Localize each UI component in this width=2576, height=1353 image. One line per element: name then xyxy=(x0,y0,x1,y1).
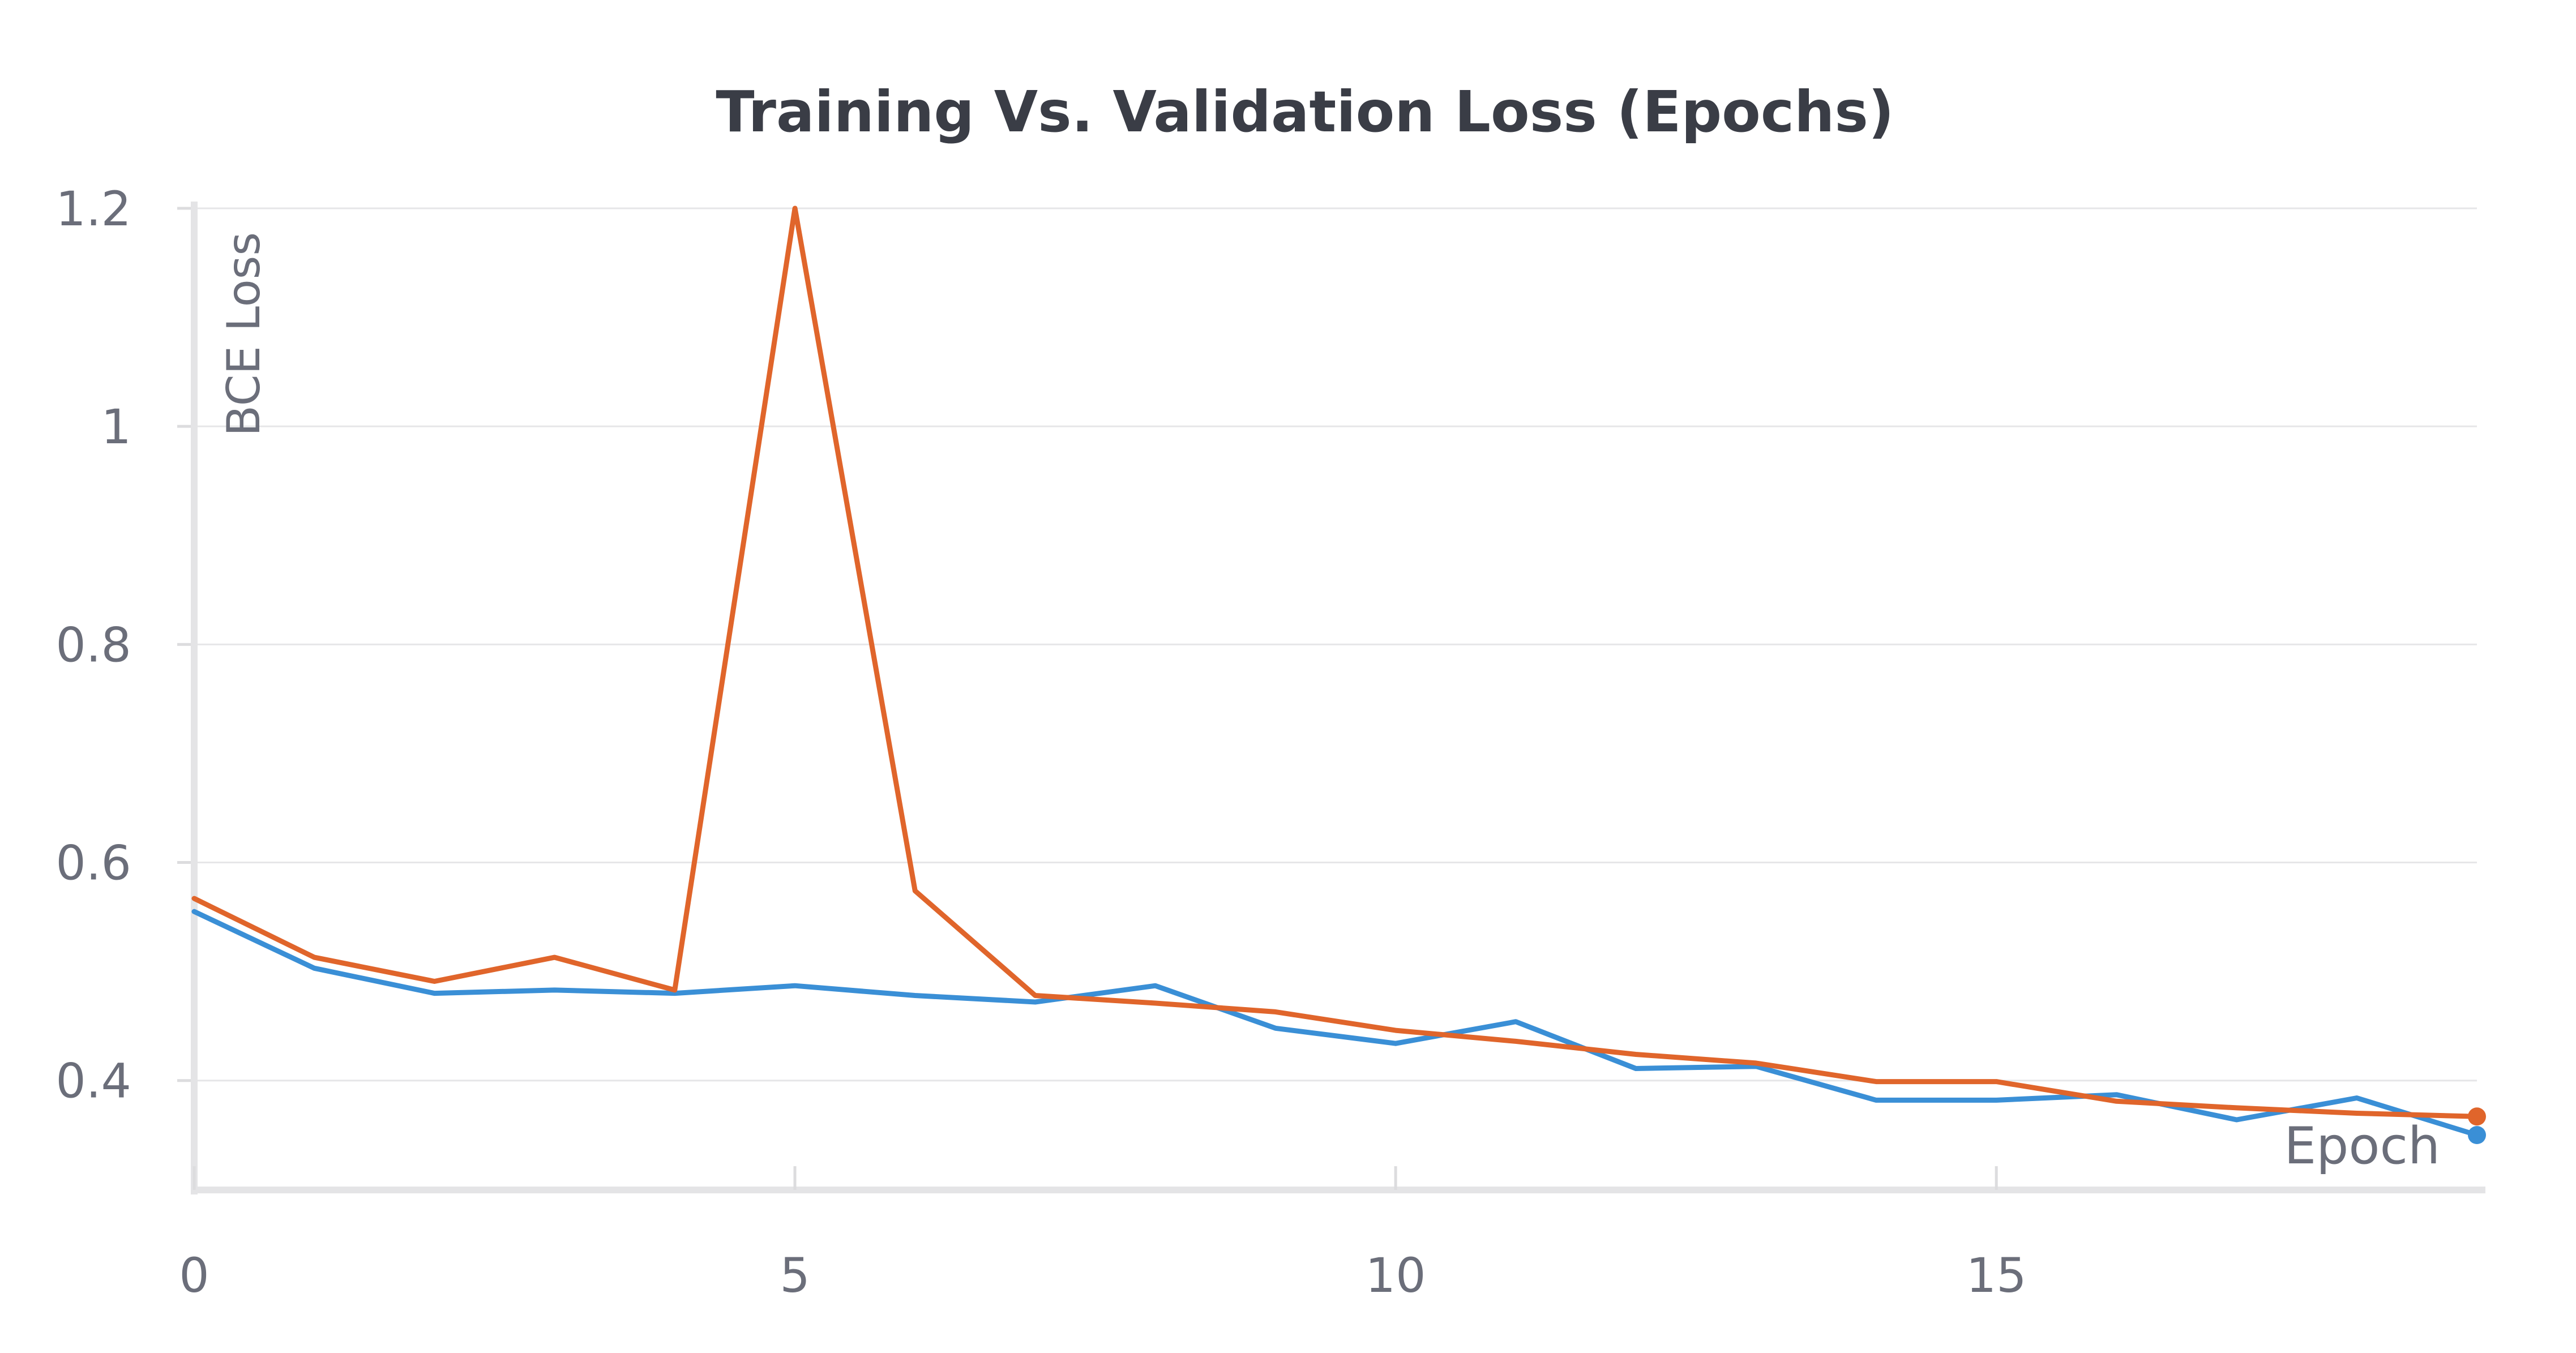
y-axis-label: BCE Loss xyxy=(217,232,270,436)
x-tick-label: 15 xyxy=(1966,1248,2027,1303)
x-tick-label: 5 xyxy=(780,1248,810,1303)
grid xyxy=(194,207,2477,1082)
x-axis-label: Epoch xyxy=(2284,1116,2440,1176)
tick-labels: 0.4 0.6 0.8 1 1.2 0 5 10 15 xyxy=(55,181,2026,1303)
y-tick-label: 0.4 xyxy=(55,1054,131,1109)
series-end-marker-1 xyxy=(2468,1126,2486,1144)
x-tick-label: 0 xyxy=(179,1248,209,1303)
series xyxy=(191,205,2486,1144)
x-tick-label: 10 xyxy=(1366,1248,1426,1303)
chart-title: Training Vs. Validation Loss (Epochs) xyxy=(716,79,1894,145)
series-end-marker-2 xyxy=(2468,1107,2486,1126)
y-tick-label: 1.2 xyxy=(55,181,131,237)
y-tick-label: 0.8 xyxy=(55,617,131,673)
axes xyxy=(177,202,2485,1194)
y-tick-label: 0.6 xyxy=(55,836,131,891)
y-tick-label: 1 xyxy=(101,399,131,455)
series-line-2 xyxy=(191,205,2480,1119)
